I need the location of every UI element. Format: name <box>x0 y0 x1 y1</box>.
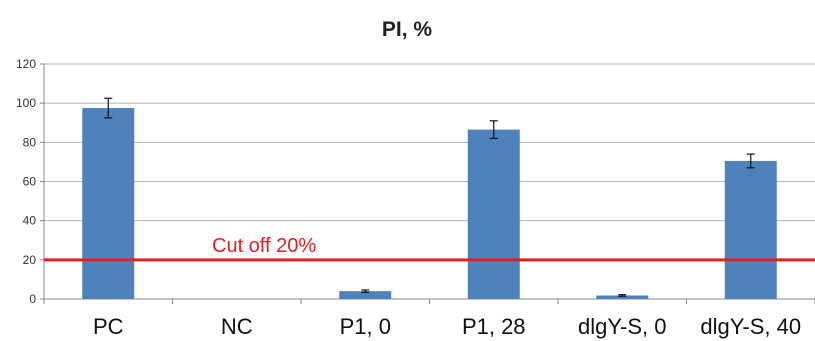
bar-4 <box>596 295 649 299</box>
y-tick-label-80: 80 <box>23 135 37 149</box>
axes <box>40 63 815 304</box>
y-tick-label-40: 40 <box>23 214 37 228</box>
error-bar-5 <box>746 153 755 169</box>
y-tick-labels: 0 20 40 60 80 100 120 <box>16 57 36 306</box>
y-tick-label-120: 120 <box>16 57 36 71</box>
error-bar-3 <box>489 120 498 140</box>
grid-lines <box>44 63 815 261</box>
x-tick-label-2: P1, 0 <box>340 314 391 339</box>
bar-0 <box>82 108 135 299</box>
error-bar-2 <box>361 289 370 293</box>
error-bars <box>104 97 755 297</box>
bar-3 <box>467 129 520 299</box>
y-tick-label-20: 20 <box>23 253 37 267</box>
cutoff-reference: Cut off 20% <box>44 235 815 262</box>
error-bar-4 <box>618 294 627 297</box>
x-tick-label-5: dlgY-S, 40 <box>700 314 801 339</box>
x-tick-labels: PC NC P1, 0 P1, 28 dlgY-S, 0 dlgY-S, 40 <box>93 314 801 339</box>
bars <box>82 108 777 299</box>
error-bar-0 <box>104 97 113 119</box>
x-tick-label-1: NC <box>221 314 253 339</box>
x-tick-label-4: dlgY-S, 0 <box>578 314 666 339</box>
x-tick-label-0: PC <box>93 314 124 339</box>
cutoff-label: Cut off 20% <box>212 235 316 257</box>
y-tick-label-100: 100 <box>16 96 36 110</box>
bar-5 <box>724 160 777 299</box>
y-tick-label-60: 60 <box>23 175 37 189</box>
bar-2 <box>339 291 392 299</box>
chart-title: PI, % <box>382 18 433 41</box>
y-tick-label-0: 0 <box>29 292 36 306</box>
x-tick-label-3: P1, 28 <box>462 314 526 339</box>
